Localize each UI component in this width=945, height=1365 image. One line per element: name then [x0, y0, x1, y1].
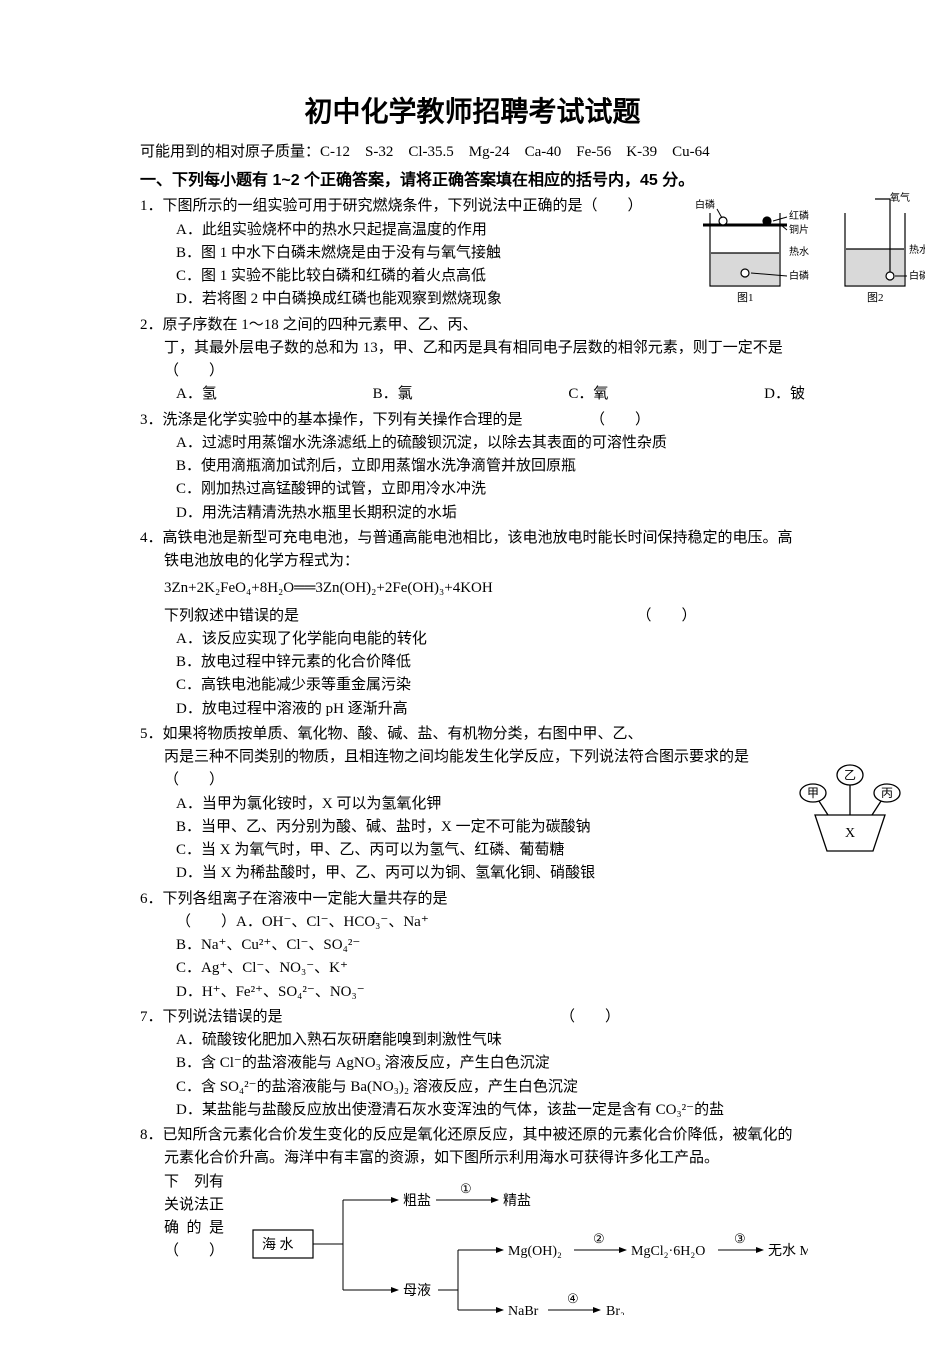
question-8: 8．已知所含元素化合价发生变化的反应是氧化还原反应，其中被还原的元素化合价降低，…	[140, 1124, 805, 1323]
question-5: 甲 乙 丙 X 5．如果将物质按单质、氧化物、酸、碱、盐、有机物分类，右图中甲、…	[140, 723, 805, 886]
fc-mgoh2: Mg(OH)₂	[508, 1244, 562, 1259]
label-baip: 白磷	[695, 198, 715, 211]
q6-opt-a: （ ）A．OH⁻、Cl⁻、HCO₃⁻、Na⁺	[176, 911, 503, 934]
fc-n2: ②	[593, 1231, 605, 1246]
q6-stem: 6．下列各组离子在溶液中一定能大量共存的是	[140, 888, 805, 911]
q4-opt-c: C．高铁电池能减少汞等重金属污染	[176, 674, 478, 697]
q5-opt-a: A．当甲为氯化铵时，X 可以为氢氧化钾	[140, 793, 805, 816]
fc-mgcl26h2o: MgCl₂·6H₂O	[631, 1244, 705, 1259]
q3-opt-b: B．使用滴瓶滴加试剂后，立即用蒸馏水洗净滴管并放回原瓶	[140, 455, 805, 478]
q7-opt-b: B．含 Cl⁻的盐溶液能与 AgNO₃ 溶液反应，产生白色沉淀	[140, 1052, 805, 1075]
fc-anhyd: 无水 MgCl₂	[768, 1243, 808, 1259]
q3-opt-d: D．用洗洁精清洗热水瓶里长期积淀的水垢	[140, 502, 805, 525]
page-title: 初中化学教师招聘考试试题	[140, 90, 805, 133]
q6-opt-d: D．H⁺、Fe²⁺、SO₄²⁻、NO₃⁻	[176, 981, 465, 1004]
q7-opt-a: A．硫酸铵化肥加入熟石灰研磨能嗅到刺激性气味	[140, 1029, 805, 1052]
label-tongp: 铜片	[789, 223, 809, 236]
q2-opt-b: B．氯	[373, 383, 413, 406]
q5-opt-b: B．当甲、乙、丙分别为酸、碱、盐时，X 一定不可能为碳酸钠	[140, 816, 805, 839]
label-baip2: 白磷	[789, 269, 809, 282]
label-hongp: 红磷	[789, 209, 809, 222]
fc-nabr: NaBr	[508, 1304, 539, 1315]
question-1: 白磷 红磷 铜片 热水 白磷 图1 氧气	[140, 195, 805, 311]
q4-opt-d: D．放电过程中溶液的 pH 逐渐升高	[176, 698, 478, 721]
fc-cusalt: 粗盐	[403, 1193, 431, 1209]
q3-stem: 3．洗涤是化学实验中的基本操作，下列有关操作合理的是 （ ）	[140, 409, 805, 432]
section-header: 一、下列每小题有 1~2 个正确答案，请将正确答案填在相应的括号内，45 分。	[140, 169, 805, 194]
q8-stem: 8．已知所含元素化合价发生变化的反应是氧化还原反应，其中被还原的元素化合价降低，…	[140, 1124, 805, 1171]
q7-opt-c: C．含 SO₄²⁻的盐溶液能与 Ba(NO₃)₂ 溶液反应，产生白色沉淀	[140, 1076, 805, 1099]
q2-opt-a: A．氢	[176, 383, 217, 406]
q8-flowchart: 海 水 粗盐 ① 精盐 母液	[248, 1175, 808, 1323]
label-x: X	[845, 826, 855, 841]
q7-opt-d: D．某盐能与盐酸反应放出使澄清石灰水变浑浊的气体，该盐一定是含有 CO₃²⁻的盐	[140, 1099, 805, 1122]
q3-opt-a: A．过滤时用蒸馏水洗涤滤纸上的硫酸钡沉淀，以除去其表面的可溶性杂质	[140, 432, 805, 455]
q6-opt-b: B．Na⁺、Cu²⁺、Cl⁻、SO₄²⁻	[176, 934, 465, 957]
q7-stem: 7．下列说法错误的是 （ ）	[140, 1006, 805, 1029]
label-yi: 乙	[844, 768, 856, 782]
fc-seawater: 海 水	[262, 1237, 294, 1253]
q2-opt-d: D．铍	[764, 383, 805, 406]
label-baip3: 白磷	[909, 269, 925, 282]
q4-stem2: 下列叙述中错误的是 （ ）	[140, 605, 805, 628]
atomic-mass-line: 可能用到的相对原子质量：C-12 S-32 Cl-35.5 Mg-24 Ca-4…	[140, 141, 805, 164]
q2-opt-c: C．氧	[568, 383, 608, 406]
q3-opt-c: C．刚加热过高锰酸钾的试管，立即用冷水冲洗	[140, 478, 805, 501]
label-reshui2: 热水	[909, 243, 925, 256]
fc-br2: Br₂	[606, 1304, 625, 1315]
label-tu1: 图1	[737, 291, 754, 304]
q5-figure: 甲 乙 丙 X	[795, 753, 905, 869]
q4-stem1: 4．高铁电池是新型可充电电池，与普通高能电池相比，该电池放电时能长时间保持稳定的…	[140, 527, 805, 574]
q2-stem1: 2．原子序数在 1～18 之间的四种元素甲、乙、丙、	[140, 314, 805, 337]
fc-n4: ④	[567, 1291, 579, 1306]
label-tu2: 图2	[867, 291, 884, 304]
label-reshui: 热水	[789, 245, 809, 258]
label-bing: 丙	[881, 786, 893, 800]
fc-mother: 母液	[403, 1283, 431, 1299]
q5-stem2: 丙是三种不同类别的物质，且相连物之间均能发生化学反应，下列说法符合图示要求的是 …	[140, 746, 805, 793]
q4-opt-b: B．放电过程中锌元素的化合价降低	[176, 651, 478, 674]
q1-figure: 白磷 红磷 铜片 热水 白磷 图1 氧气	[695, 191, 925, 306]
q5-opt-c: C．当 X 为氧气时，甲、乙、丙可以为氢气、红磷、葡萄糖	[140, 839, 805, 862]
fc-n3: ③	[734, 1231, 746, 1246]
q4-equation: 3Zn+2K₂FeO₄+8H₂O══3Zn(OH)₂+2Fe(OH)₃+4KOH	[140, 577, 805, 600]
q8-sidecol: 下 列有关说法正确 的 是（ ）	[140, 1171, 224, 1264]
question-7: 7．下列说法错误的是 （ ） A．硫酸铵化肥加入熟石灰研磨能嗅到刺激性气味 B．…	[140, 1006, 805, 1122]
question-6: 6．下列各组离子在溶液中一定能大量共存的是 （ ）A．OH⁻、Cl⁻、HCO₃⁻…	[140, 888, 805, 1004]
label-jia: 甲	[807, 786, 819, 800]
question-4: 4．高铁电池是新型可充电电池，与普通高能电池相比，该电池放电时能长时间保持稳定的…	[140, 527, 805, 721]
label-o2: 氧气	[890, 191, 910, 204]
fc-finesalt: 精盐	[503, 1193, 531, 1209]
q6-opt-c: C．Ag⁺、Cl⁻、NO₃⁻、K⁺	[176, 957, 503, 980]
question-2: 2．原子序数在 1～18 之间的四种元素甲、乙、丙、 丁，其最外层电子数的总和为…	[140, 314, 805, 407]
q5-opt-d: D．当 X 为稀盐酸时，甲、乙、丙可以为铜、氢氧化铜、硝酸银	[140, 862, 805, 885]
q2-stem2: 丁，其最外层电子数的总和为 13，甲、乙和丙是具有相同电子层数的相邻元素，则丁一…	[140, 337, 805, 384]
question-3: 3．洗涤是化学实验中的基本操作，下列有关操作合理的是 （ ） A．过滤时用蒸馏水…	[140, 409, 805, 525]
fc-n1: ①	[460, 1181, 472, 1196]
q4-opt-a: A．该反应实现了化学能向电能的转化	[176, 628, 478, 651]
q5-stem1: 5．如果将物质按单质、氧化物、酸、碱、盐、有机物分类，右图中甲、乙、	[140, 723, 805, 746]
